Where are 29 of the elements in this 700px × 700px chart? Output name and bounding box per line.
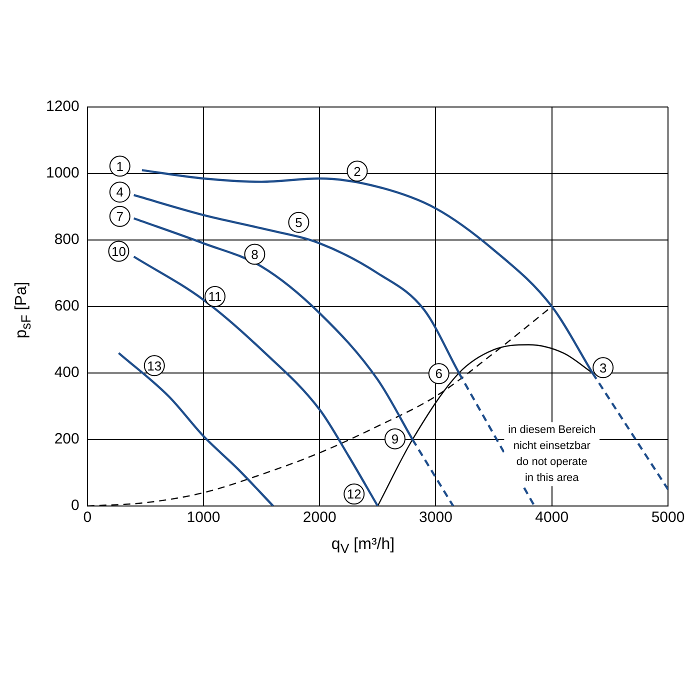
annotation: in diesem Bereich nicht einsetzbar do not operate in this area	[508, 424, 596, 484]
y-tick-label: 800	[54, 231, 80, 248]
annotation: 13	[147, 358, 162, 374]
annotation: 6	[435, 366, 442, 382]
annotation: 10	[111, 244, 126, 259]
annotation: 2	[354, 164, 361, 179]
x-tick-label: 0	[83, 509, 92, 526]
x-tick-label: 4000	[535, 509, 569, 526]
x-tick-label: 5000	[651, 509, 685, 526]
y-tick-label: 1200	[46, 98, 80, 116]
annotation: 4	[116, 184, 124, 200]
x-tick-label: 1000	[186, 509, 220, 526]
y-tick-label: 0	[71, 497, 80, 514]
annotation: 11	[208, 289, 222, 304]
y-tick-label: 200	[54, 430, 80, 448]
x-tick-label: 3000	[419, 509, 452, 526]
annotation: 5	[295, 214, 302, 230]
line-series	[118, 352, 274, 506]
y-tick-label: 1000	[46, 164, 80, 182]
annotation: 3	[599, 360, 607, 376]
y-tick-label: 600	[54, 298, 80, 315]
x-axis-title: q$_{V}$ [m³/h]	[330, 536, 396, 556]
y-tick-label: 400	[54, 364, 80, 382]
annotation: 7	[116, 208, 124, 224]
annotation: 9	[391, 431, 399, 446]
annotation: 1	[116, 158, 124, 174]
annotation: 12	[346, 486, 362, 502]
x-tick-label: 2000	[302, 509, 336, 526]
annotation: 8	[251, 246, 258, 262]
